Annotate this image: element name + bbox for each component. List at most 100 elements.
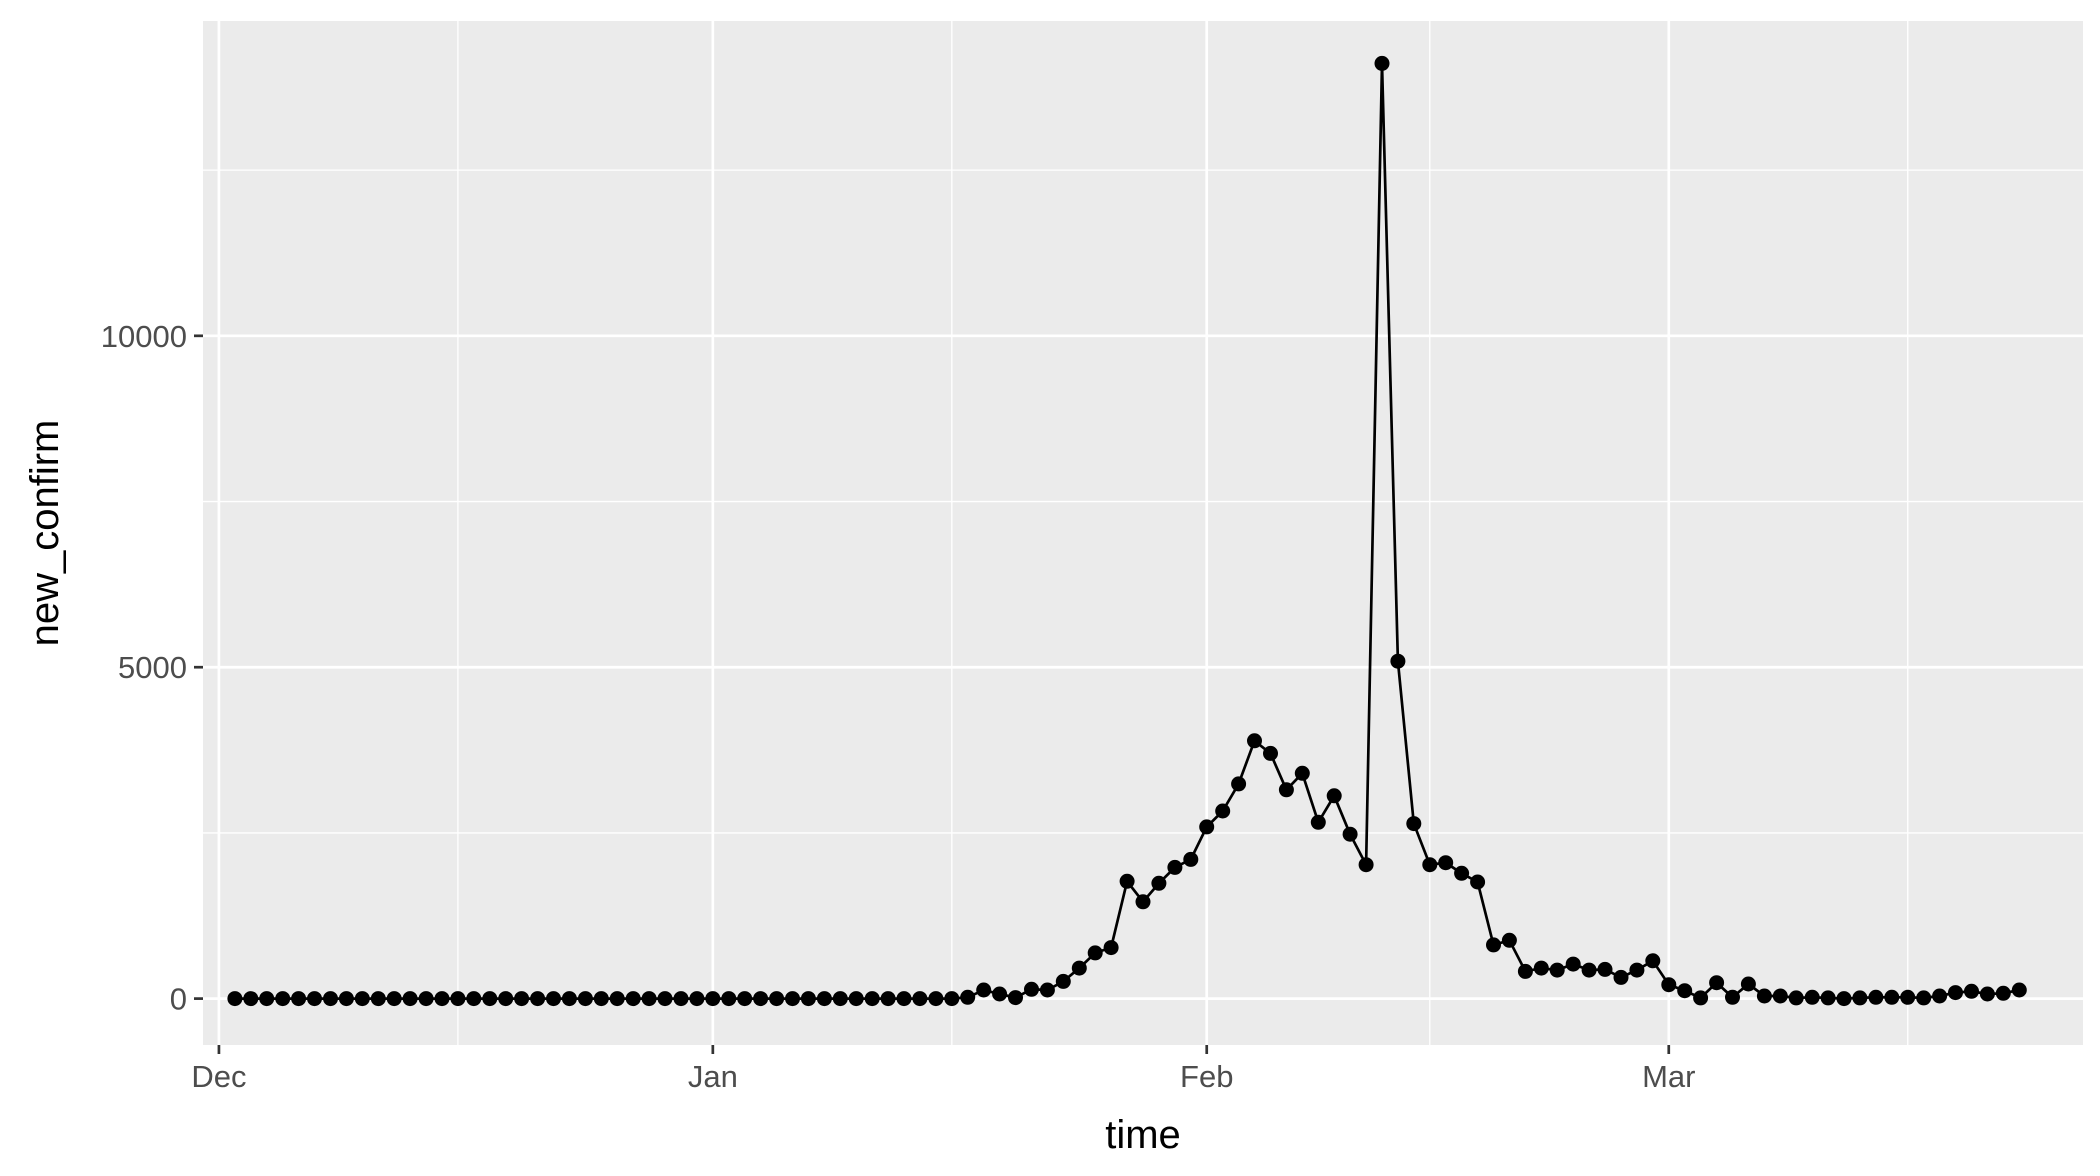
- data-point: [1565, 956, 1581, 972]
- data-point: [1326, 788, 1342, 804]
- data-point: [960, 989, 976, 1005]
- data-point: [1215, 803, 1231, 819]
- data-point: [418, 991, 434, 1007]
- data-point: [673, 991, 689, 1007]
- data-point: [1900, 989, 1916, 1005]
- data-point: [1964, 983, 1979, 999]
- data-point: [1183, 851, 1199, 867]
- data-point: [1486, 937, 1501, 953]
- x-tick-label: Dec: [191, 1059, 246, 1094]
- data-point: [354, 991, 370, 1007]
- data-point: [1995, 985, 2011, 1001]
- data-point: [1438, 855, 1454, 871]
- data-point: [323, 991, 338, 1007]
- data-point: [1039, 982, 1055, 998]
- data-point: [1406, 816, 1422, 832]
- data-point: [1629, 962, 1645, 978]
- data-point: [1151, 875, 1167, 891]
- data-point: [2011, 982, 2027, 998]
- x-tick-label: Mar: [1642, 1059, 1695, 1094]
- data-point: [880, 991, 896, 1007]
- data-point: [1008, 990, 1023, 1006]
- data-point: [1119, 873, 1135, 889]
- data-point: [1533, 960, 1549, 976]
- data-point: [1294, 765, 1310, 781]
- data-point: [530, 991, 546, 1007]
- data-point: [1342, 826, 1358, 842]
- data-point: [1979, 986, 1995, 1002]
- data-point: [450, 991, 466, 1007]
- data-point: [1677, 983, 1693, 999]
- data-point: [912, 991, 928, 1007]
- data-point: [1454, 865, 1470, 881]
- data-point: [1661, 977, 1677, 993]
- data-point: [1422, 857, 1438, 873]
- data-point: [1374, 55, 1390, 71]
- data-point: [307, 991, 322, 1007]
- data-point: [227, 991, 243, 1007]
- data-point: [785, 991, 800, 1007]
- data-point: [482, 991, 498, 1007]
- data-point: [753, 991, 769, 1007]
- data-point: [816, 991, 832, 1007]
- data-point: [1470, 874, 1486, 890]
- data-point: [864, 991, 880, 1007]
- data-point: [944, 991, 960, 1007]
- data-point: [1820, 990, 1836, 1006]
- data-point: [370, 991, 386, 1007]
- data-point: [1597, 961, 1613, 977]
- y-axis-title: new_confirm: [23, 420, 67, 647]
- data-point: [1756, 988, 1772, 1004]
- data-point: [1135, 894, 1151, 910]
- series-layer: [227, 55, 2027, 1007]
- data-point: [1517, 963, 1533, 979]
- data-point: [737, 991, 753, 1007]
- data-point: [1390, 653, 1406, 669]
- data-point: [1071, 960, 1087, 976]
- data-point: [259, 991, 275, 1007]
- y-tick-label: 10000: [101, 319, 187, 354]
- y-tick-label: 5000: [118, 650, 187, 685]
- data-point: [1948, 985, 1963, 1001]
- data-point: [625, 991, 641, 1007]
- data-point: [577, 991, 593, 1007]
- data-point: [800, 991, 816, 1007]
- data-point: [769, 991, 785, 1007]
- data-point: [1549, 962, 1565, 978]
- data-point: [1725, 989, 1740, 1005]
- data-point: [992, 986, 1008, 1002]
- data-point: [1358, 857, 1374, 873]
- data-point: [434, 991, 450, 1007]
- data-point: [1884, 989, 1900, 1005]
- data-point: [1310, 814, 1326, 830]
- data-point: [1501, 932, 1517, 948]
- data-point: [546, 991, 561, 1007]
- data-point: [402, 991, 418, 1007]
- data-point: [1199, 819, 1215, 835]
- x-tick-label: Feb: [1180, 1059, 1233, 1094]
- data-point: [848, 991, 864, 1007]
- data-point: [1613, 969, 1629, 985]
- x-axis-title: time: [1105, 1113, 1181, 1157]
- data-point: [1231, 776, 1247, 792]
- data-point: [1836, 991, 1852, 1007]
- data-point: [721, 991, 737, 1007]
- data-point: [275, 991, 291, 1007]
- data-point: [1852, 990, 1868, 1006]
- plot-panel: [203, 21, 2083, 1045]
- data-point: [1167, 859, 1183, 875]
- data-point: [1740, 976, 1756, 992]
- data-point: [1932, 988, 1948, 1004]
- data-point: [1103, 940, 1119, 956]
- data-point: [609, 991, 625, 1007]
- data-point: [1645, 953, 1661, 969]
- data-point: [1709, 975, 1725, 991]
- data-point: [976, 982, 992, 998]
- axes: 0 5000 10000 Dec Jan Feb Mar: [101, 319, 1696, 1094]
- data-point: [928, 991, 944, 1007]
- data-point: [1055, 973, 1071, 989]
- data-point: [1263, 745, 1278, 761]
- data-point: [561, 991, 577, 1007]
- data-point: [1024, 981, 1039, 997]
